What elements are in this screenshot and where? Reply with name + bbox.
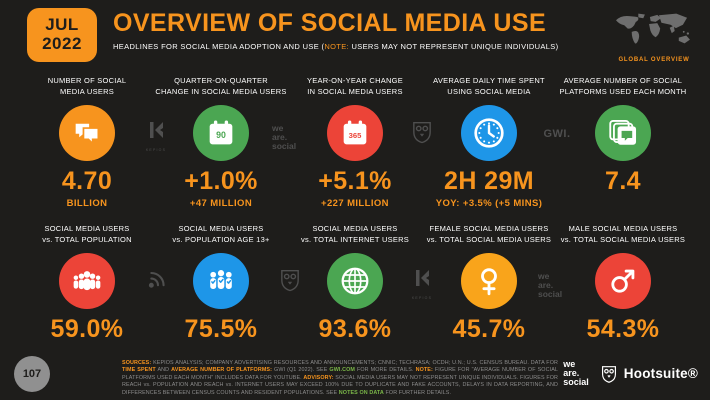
hootsuite-owl-watermark	[272, 266, 308, 299]
header: OVERVIEW OF SOCIAL MEDIA USE HEADLINES F…	[113, 9, 559, 52]
stat-value: 7.4	[605, 167, 641, 195]
people-group-icon	[59, 253, 115, 309]
hootsuite-wordmark: Hootsuite®	[623, 366, 698, 381]
hootsuite-logo: Hootsuite®	[598, 363, 698, 385]
male-symbol-icon	[595, 253, 651, 309]
date-month: JUL	[45, 15, 79, 35]
calendar-365-icon: 365	[327, 105, 383, 161]
sources-text: SOURCES: KEPIOS ANALYSIS; COMPANY ADVERT…	[122, 360, 559, 396]
we-are-social-watermark: we are. social	[272, 123, 297, 151]
kepios-logo: KEPIOS	[406, 266, 438, 300]
people-check-icon	[193, 253, 249, 309]
stat-label: QUARTER-ON-QUARTER CHANGE IN SOCIAL MEDI…	[155, 76, 287, 96]
stat-label: AVERAGE DAILY TIME SPENT USING SOCIAL ME…	[433, 76, 545, 96]
stat-card-daily-time: AVERAGE DAILY TIME SPENT USING SOCIAL ME…	[422, 76, 556, 209]
stat-label: NUMBER OF SOCIAL MEDIA USERS	[47, 76, 127, 96]
stats-row-2: SOCIAL MEDIA USERS vs. TOTAL POPULATION …	[20, 224, 690, 342]
stat-card-users-vs-population: SOCIAL MEDIA USERS vs. TOTAL POPULATION …	[20, 224, 154, 342]
stat-value: 59.0%	[50, 315, 124, 343]
stat-card-users-vs-age13plus: SOCIAL MEDIA USERS vs. POPULATION AGE 13…	[154, 224, 288, 342]
stat-subvalue: +227 MILLION	[321, 198, 389, 209]
stat-value: 75.5%	[184, 315, 258, 343]
stat-card-male-users: MALE SOCIAL MEDIA USERS vs. TOTAL SOCIAL…	[556, 224, 690, 342]
hootsuite-owl-watermark	[406, 118, 438, 151]
stat-subvalue: BILLION	[66, 198, 108, 209]
kepios-caption: KEPIOS	[145, 148, 167, 152]
stat-value: 2H 29M	[444, 167, 534, 195]
stat-label: SOCIAL MEDIA USERS vs. POPULATION AGE 13…	[172, 224, 270, 244]
stat-card-platforms-per-month: AVERAGE NUMBER OF SOCIAL PLATFORMS USED …	[556, 76, 690, 209]
stat-card-social-media-users: NUMBER OF SOCIAL MEDIA USERS 4.70 BILLIO…	[20, 76, 154, 209]
stats-row-1: NUMBER OF SOCIAL MEDIA USERS 4.70 BILLIO…	[20, 76, 690, 209]
page-subtitle: HEADLINES FOR SOCIAL MEDIA ADOPTION AND …	[113, 42, 559, 51]
stat-card-yoy-change: YEAR-ON-YEAR CHANGE IN SOCIAL MEDIA USER…	[288, 76, 422, 209]
stat-label: YEAR-ON-YEAR CHANGE IN SOCIAL MEDIA USER…	[306, 76, 403, 96]
calendar-90-icon: 90	[193, 105, 249, 161]
world-map-icon	[616, 13, 690, 44]
calendar-number: 90	[216, 130, 226, 140]
stat-value: 54.3%	[586, 315, 660, 343]
stat-card-qoq-change: QUARTER-ON-QUARTER CHANGE IN SOCIAL MEDI…	[154, 76, 288, 209]
stat-subvalue: YOY: +3.5% (+5 MINS)	[435, 198, 543, 209]
stat-card-users-vs-internet-users: SOCIAL MEDIA USERS vs. TOTAL INTERNET US…	[288, 224, 422, 342]
date-badge: JUL 2022	[27, 8, 97, 62]
stat-value: 4.70	[61, 167, 113, 195]
global-overview-block: GLOBAL OVERVIEW	[610, 12, 698, 63]
female-symbol-icon	[461, 253, 517, 309]
stat-label: SOCIAL MEDIA USERS vs. TOTAL POPULATION	[42, 224, 132, 244]
stat-value: +1.0%	[184, 167, 258, 195]
date-year: 2022	[42, 34, 82, 53]
kepios-logo: KEPIOS	[140, 118, 172, 152]
hootsuite-owl-icon	[601, 365, 616, 383]
gwi-logo: GWI.	[543, 128, 571, 140]
stat-card-female-users: FEMALE SOCIAL MEDIA USERS vs. TOTAL SOCI…	[422, 224, 556, 342]
globe-icon	[327, 253, 383, 309]
stat-label: MALE SOCIAL MEDIA USERS vs. TOTAL SOCIAL…	[560, 224, 686, 244]
stat-label: SOCIAL MEDIA USERS vs. TOTAL INTERNET US…	[300, 224, 410, 244]
we-are-social-logo: we are. social	[563, 359, 589, 387]
stat-label: AVERAGE NUMBER OF SOCIAL PLATFORMS USED …	[559, 76, 687, 96]
chat-bubbles-icon	[59, 105, 115, 161]
stacked-platforms-icon	[595, 105, 651, 161]
footer-logos: we are. social Hootsuite®	[563, 360, 698, 387]
page-number: 107	[22, 368, 42, 380]
page-title: OVERVIEW OF SOCIAL MEDIA USE	[113, 9, 547, 37]
kepios-caption: KEPIOS	[411, 296, 433, 300]
stat-value: 45.7%	[452, 315, 526, 343]
page-number-badge: 107	[14, 356, 50, 392]
calendar-number: 365	[349, 131, 362, 140]
stat-value: 93.6%	[318, 315, 392, 343]
clock-icon	[461, 105, 517, 161]
stat-value: +5.1%	[318, 167, 392, 195]
global-overview-label: GLOBAL OVERVIEW	[618, 57, 690, 63]
stat-subvalue: +47 MILLION	[189, 198, 253, 209]
we-are-social-watermark: we are. social	[538, 271, 563, 299]
stat-label: FEMALE SOCIAL MEDIA USERS vs. TOTAL SOCI…	[426, 224, 552, 244]
datareportal-signal-icon	[140, 266, 172, 299]
